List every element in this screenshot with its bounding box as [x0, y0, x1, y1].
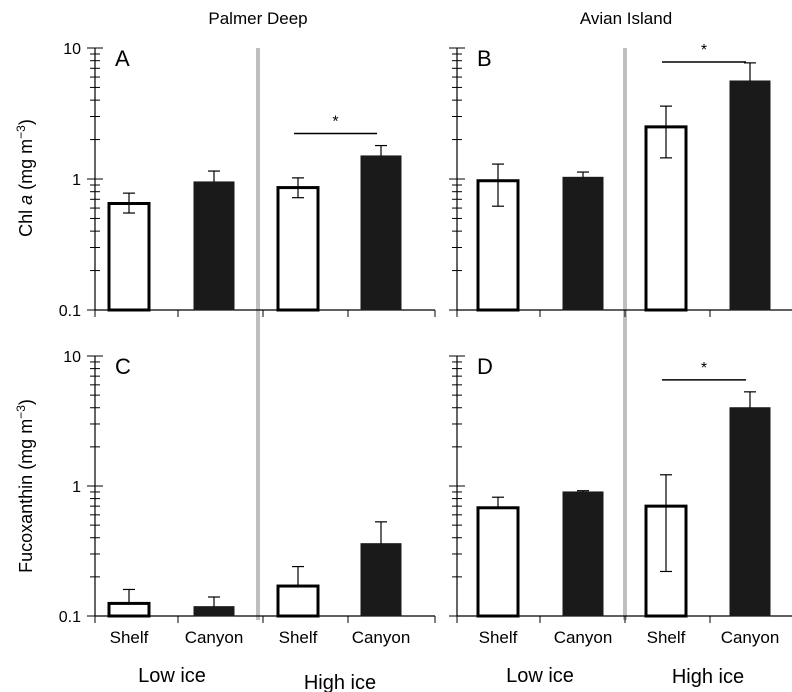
- y-tick-label: 0.1: [59, 609, 81, 626]
- x-category-label: Canyon: [721, 628, 780, 647]
- x-category-label: Shelf: [110, 628, 149, 647]
- panel-letter: B: [477, 46, 492, 71]
- y-tick-label: 10: [63, 349, 81, 366]
- bar-shelf: [107, 202, 151, 312]
- significance-asterisk: *: [701, 42, 707, 59]
- x-category-label: Shelf: [479, 628, 518, 647]
- bar-canyon: [729, 407, 771, 617]
- column-title-avian-island: Avian Island: [580, 9, 672, 28]
- panels: 10 1 0.1 A * B * 10 1 0.1 C D *: [59, 41, 792, 626]
- panel-letter: C: [115, 354, 131, 379]
- y-tick-label: 0.1: [59, 303, 81, 320]
- panel-letter: D: [477, 354, 493, 379]
- panel-letter: A: [115, 46, 130, 71]
- significance-asterisk: *: [701, 360, 707, 377]
- group-label-low-ice: Low ice: [138, 665, 206, 687]
- y-tick-label: 10: [63, 41, 81, 58]
- bar-canyon: [729, 80, 771, 311]
- bar-canyon: [193, 181, 235, 311]
- column-title-palmer-deep: Palmer Deep: [208, 9, 307, 28]
- bar-canyon: [193, 606, 235, 617]
- x-category-label: Canyon: [185, 628, 244, 647]
- group-label-high-ice: High ice: [672, 666, 744, 688]
- x-category-label: Canyon: [352, 628, 411, 647]
- y-axis-label-chl-a: Chl a (mg m−3): [14, 119, 36, 237]
- bar-shelf: [276, 584, 320, 618]
- bar-shelf: [476, 506, 520, 618]
- group-label-high-ice: High ice: [304, 672, 376, 692]
- y-tick-label: 1: [72, 479, 81, 496]
- x-category-label: Shelf: [279, 628, 318, 647]
- significance-asterisk: *: [332, 114, 338, 131]
- y-tick-label: 1: [72, 172, 81, 189]
- bar-canyon: [360, 543, 402, 617]
- group-label-low-ice: Low ice: [506, 665, 574, 687]
- y-axis-label-fucoxanthin: Fucoxanthin (mg m−3): [14, 399, 36, 573]
- bar-shelf: [276, 186, 320, 312]
- x-category-label: Canyon: [554, 628, 613, 647]
- x-category-label: Shelf: [647, 628, 686, 647]
- bar-canyon: [562, 176, 604, 311]
- bar-canyon: [360, 155, 402, 311]
- bar-shelf: [107, 601, 151, 618]
- bar-canyon: [562, 491, 604, 617]
